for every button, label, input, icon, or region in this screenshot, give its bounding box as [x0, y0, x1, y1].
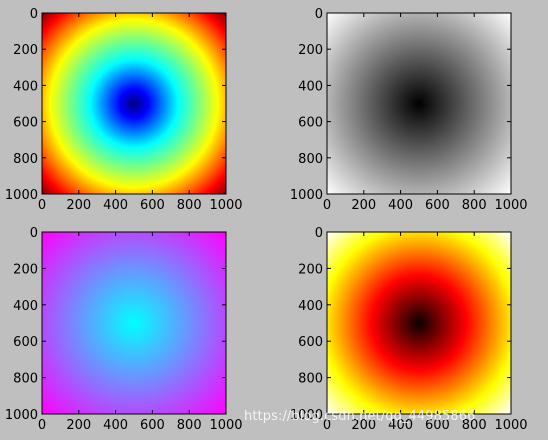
- x-tick-label: 1000: [209, 418, 242, 433]
- y-tick-label: 600: [13, 116, 38, 131]
- x-tick-label: 0: [323, 198, 331, 213]
- x-tick-label: 200: [351, 198, 376, 213]
- y-tick-label: 400: [298, 299, 323, 314]
- x-tick-label: 0: [323, 418, 331, 433]
- y-tick-label: 400: [13, 79, 38, 94]
- y-tick-label: 200: [13, 262, 38, 277]
- heatmap-image-gray: [327, 13, 511, 194]
- x-tick-label: 800: [177, 198, 202, 213]
- y-tick-label: 600: [298, 116, 323, 131]
- y-tick-label: 0: [315, 226, 323, 241]
- y-tick-label: 800: [298, 152, 323, 167]
- y-tick-label: 200: [298, 262, 323, 277]
- y-tick-label: 200: [298, 43, 323, 58]
- y-tick-label: 1000: [290, 188, 323, 203]
- x-tick-label: 200: [66, 198, 91, 213]
- x-tick-label: 600: [425, 418, 450, 433]
- y-tick-label: 600: [13, 335, 38, 350]
- x-tick-label: 400: [103, 418, 128, 433]
- x-tick-label: 400: [388, 418, 413, 433]
- heatmap-image-jet: [42, 13, 226, 194]
- x-tick-label: 600: [425, 198, 450, 213]
- y-tick-label: 600: [298, 335, 323, 350]
- axes-frame: [326, 12, 512, 195]
- x-tick-label: 1000: [494, 418, 527, 433]
- x-tick-label: 800: [462, 418, 487, 433]
- y-tick-label: 1000: [5, 188, 38, 203]
- watermark: https://blog.csdn.net/qq_44985866: [244, 409, 476, 424]
- y-tick-label: 400: [13, 299, 38, 314]
- axes-frame: [326, 231, 512, 415]
- x-tick-label: 800: [462, 198, 487, 213]
- x-tick-label: 400: [103, 198, 128, 213]
- x-tick-label: 800: [177, 418, 202, 433]
- axes-frame: [41, 12, 227, 195]
- heatmap-image-hot: [327, 232, 511, 414]
- x-tick-label: 0: [38, 418, 46, 433]
- y-tick-label: 1000: [290, 408, 323, 423]
- x-tick-label: 400: [388, 198, 413, 213]
- x-tick-label: 200: [351, 418, 376, 433]
- y-tick-label: 0: [30, 7, 38, 22]
- y-tick-label: 200: [13, 43, 38, 58]
- x-tick-label: 1000: [494, 198, 527, 213]
- y-tick-label: 800: [13, 152, 38, 167]
- heatmap-image-cool: [42, 232, 226, 414]
- axes-frame: [41, 231, 227, 415]
- x-tick-label: 1000: [209, 198, 242, 213]
- y-tick-label: 0: [315, 7, 323, 22]
- y-tick-label: 0: [30, 226, 38, 241]
- y-tick-label: 400: [298, 79, 323, 94]
- x-tick-label: 0: [38, 198, 46, 213]
- x-tick-label: 600: [140, 198, 165, 213]
- y-tick-label: 800: [13, 372, 38, 387]
- y-tick-label: 800: [298, 372, 323, 387]
- y-tick-label: 1000: [5, 408, 38, 423]
- x-tick-label: 200: [66, 418, 91, 433]
- x-tick-label: 600: [140, 418, 165, 433]
